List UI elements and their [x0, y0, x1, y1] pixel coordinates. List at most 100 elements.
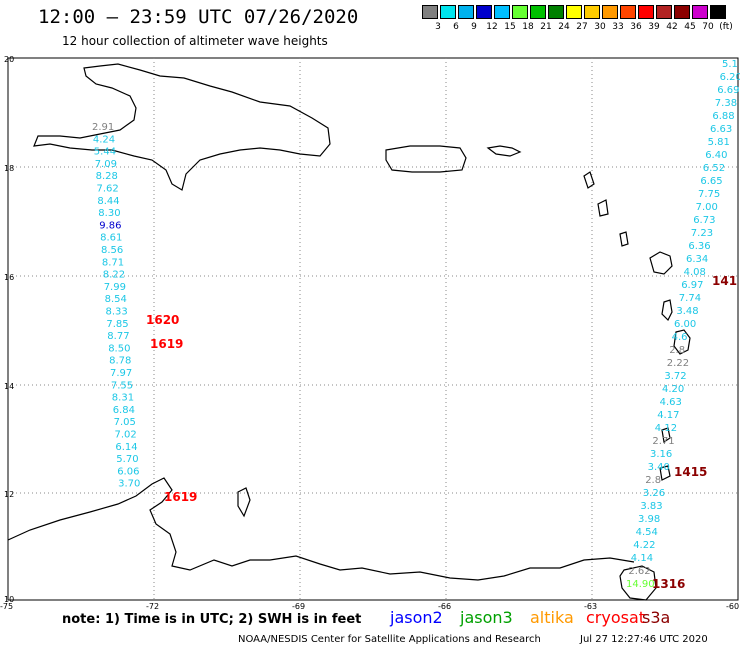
wave-height-label: 3.98 [638, 514, 660, 525]
hispaniola-coast [33, 63, 331, 191]
wave-height-label: 8.61 [100, 233, 122, 244]
puerto-rico-coast [385, 145, 467, 173]
satellite-jason2: jason2 [390, 608, 443, 627]
map-frame [7, 57, 739, 601]
pass-time-label: 141 [712, 274, 737, 288]
wave-height-label: 6.34 [686, 254, 708, 265]
pass-time-label: 1620 [146, 313, 179, 327]
legend-swatch [440, 5, 456, 19]
wave-height-label: 6.65 [700, 176, 722, 187]
wave-height-label: 8.56 [101, 245, 123, 256]
legend-level: 6 [453, 22, 459, 32]
longitude-labels: -75 -72 -69 -66 -63 -60 [0, 602, 739, 611]
legend-swatch [530, 5, 546, 19]
wave-height-label: 8.31 [112, 393, 134, 404]
wave-height-label: 7.02 [115, 430, 137, 441]
legend-level: 42 [666, 22, 678, 32]
page-title: 12:00 — 23:59 UTC 07/26/2020 [38, 6, 359, 28]
martinique-coast [673, 329, 691, 355]
wave-height-label: 6.97 [681, 280, 703, 291]
virgin-islands-coast [486, 145, 522, 157]
satellite-jason3: jason3 [460, 608, 513, 627]
wave-height-label: 4.54 [636, 527, 658, 538]
legend-swatch [548, 5, 564, 19]
legend-level: 30 [594, 22, 606, 32]
latitude-labels: 20 18 16 14 12 10 [4, 55, 14, 604]
wave-height-label: 2.8 [645, 475, 661, 486]
pass-time-label: 1619 [150, 337, 183, 351]
wave-height-label: 2.8 [669, 345, 685, 356]
legend-swatch [602, 5, 618, 19]
south-america-coast [7, 477, 635, 581]
wave-height-label: 7.62 [97, 184, 119, 195]
legend-swatch [638, 5, 654, 19]
lon-label: -63 [584, 602, 597, 611]
lesser-antilles-islets [583, 171, 629, 247]
wave-height-label: 8.71 [102, 257, 124, 268]
legend-swatch [476, 5, 492, 19]
legend-level: 9 [471, 22, 477, 32]
wave-height-label: 6.69 [717, 85, 739, 96]
wave-height-label: 7.99 [104, 282, 126, 293]
legend-level: (ft) [719, 22, 733, 32]
guadeloupe-coast [649, 251, 673, 275]
lat-label: 18 [4, 164, 14, 173]
wave-height-label: 4.24 [93, 134, 115, 145]
wave-height-label: 3.16 [650, 449, 672, 460]
lon-label: -60 [726, 602, 739, 611]
legend-swatch [620, 5, 636, 19]
wave-height-label: 2.62 [628, 566, 650, 577]
wave-height-label: 4.08 [684, 267, 706, 278]
wave-height-label: 5.81 [708, 137, 730, 148]
wave-height-label: 6.20 [720, 72, 740, 83]
legend-level: 27 [576, 22, 588, 32]
graticule [8, 58, 738, 600]
wave-height-label: 8.22 [103, 270, 125, 281]
wave-height-label: 8.44 [97, 196, 119, 207]
wave-height-label: 8.30 [98, 208, 120, 219]
lat-label: 10 [4, 595, 14, 604]
wave-height-label: 3.26 [643, 488, 665, 499]
pass-time-label: 1316 [652, 577, 685, 591]
wave-height-label: 7.05 [114, 417, 136, 428]
legend-swatch [458, 5, 474, 19]
wave-height-label: 7.09 [95, 159, 117, 170]
wave-height-label: 3.72 [664, 371, 686, 382]
dominica-coast [661, 299, 673, 322]
legend-level: 36 [630, 22, 642, 32]
wave-height-label: 4.12 [655, 423, 677, 434]
lon-label: -72 [146, 602, 159, 611]
legend-swatch [674, 5, 690, 19]
wave-height-label: 7.74 [679, 293, 701, 304]
wave-height-label: 6.84 [113, 405, 135, 416]
page-subtitle: 12 hour collection of altimeter wave hei… [62, 34, 328, 48]
coastlines [7, 63, 691, 601]
wave-height-label: 2.91 [92, 122, 114, 133]
legend-swatch [710, 5, 726, 19]
st-vincent-coast [661, 427, 671, 444]
lon-label: -75 [0, 602, 13, 611]
wave-height-label: 3.70 [118, 479, 140, 490]
wave-height-label: 8.78 [109, 356, 131, 367]
wave-height-label: 3.40 [648, 462, 670, 473]
wave-height-label: 4.6 [672, 332, 688, 343]
legend-level: 70 [702, 22, 714, 32]
legend-level: 15 [504, 22, 516, 32]
satellite-s3a: s3a [642, 608, 671, 627]
lat-label: 16 [4, 273, 14, 282]
lon-label: -66 [438, 602, 451, 611]
wave-height-label: 6.14 [115, 442, 137, 453]
wave-height-label: 6.40 [705, 150, 727, 161]
wave-height-label: 7.38 [715, 98, 737, 109]
wave-height-label: 6.52 [703, 163, 725, 174]
wave-height-label: 6.63 [710, 124, 732, 135]
legend-level: 21 [540, 22, 552, 32]
legend-swatch [512, 5, 528, 19]
wave-height-label: 6.36 [688, 241, 710, 252]
trinidad-coast [619, 565, 657, 601]
legend-level: 18 [522, 22, 534, 32]
satellite-cryosat: cryosat [586, 608, 646, 627]
legend-level: 39 [648, 22, 660, 32]
legend-swatch [656, 5, 672, 19]
